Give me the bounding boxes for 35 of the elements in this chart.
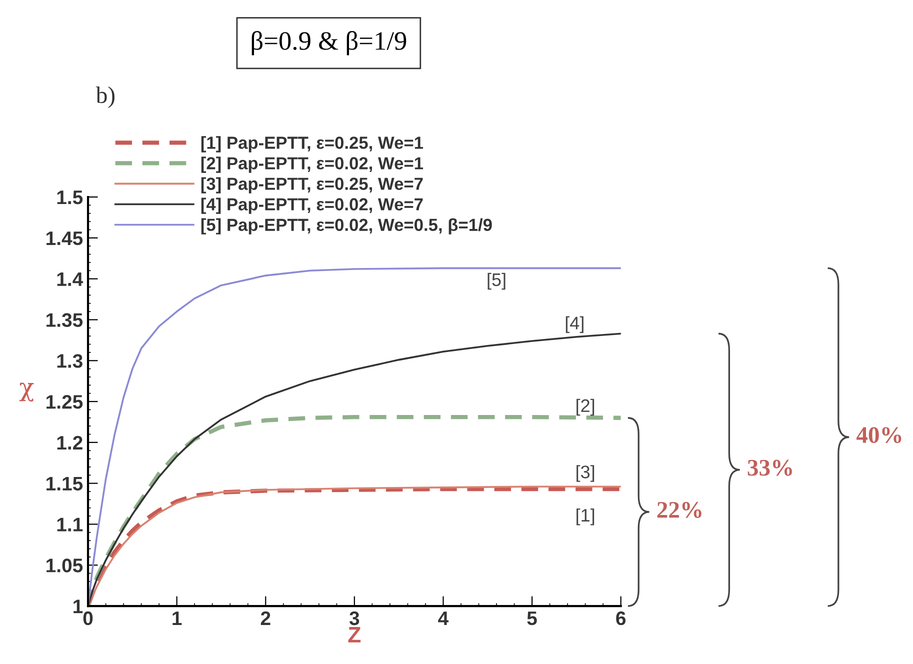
y-tick-label: 1.35 <box>46 313 83 327</box>
annotation: [1] <box>576 508 594 526</box>
text: 22% <box>657 502 702 518</box>
y-tick-label: 1.4 <box>57 272 84 286</box>
annotation: [2] <box>576 398 594 416</box>
text: b) <box>96 86 114 108</box>
x-axis-title: Z <box>348 627 361 642</box>
annotation: [3] <box>576 465 594 482</box>
x-tick-label: 6 <box>616 611 626 626</box>
chart-title: β=0.9 & β=1/9 <box>252 31 406 56</box>
y-tick-label: 1.2 <box>57 436 82 450</box>
y-tick-label: 1.5 <box>57 190 83 204</box>
legend-label: [1] Pap-EPTT, ε=0.25, We=1 <box>201 136 424 152</box>
annotation: [5] <box>488 272 506 290</box>
x-tick-label: 0 <box>83 611 93 626</box>
text: 33% <box>748 460 792 476</box>
legend-label: [5] Pap-EPTT, ε=0.02, We=0.5, β=1/9 <box>201 218 492 234</box>
x-tick-label: 3 <box>349 611 360 626</box>
annotation: [4] <box>566 316 584 334</box>
text: 40% <box>856 427 902 444</box>
y-tick-label: 1.3 <box>57 354 82 368</box>
y-tick-label: 1.45 <box>46 232 83 246</box>
y-tick-label: 1.1 <box>57 518 83 532</box>
x-tick-label: 5 <box>527 612 537 626</box>
x-tick-label: 4 <box>438 612 449 625</box>
x-tick-label: 2 <box>260 611 270 625</box>
x-tick-label: 1 <box>172 612 182 625</box>
y-tick-label: 1.25 <box>46 394 83 409</box>
legend-label: [3] Pap-EPTT, ε=0.25, We=7 <box>201 177 423 194</box>
y-axis-title: χ <box>19 382 34 402</box>
y-tick-label: 1.15 <box>46 476 83 491</box>
legend-label: [4] Pap-EPTT, ε=0.02, We=7 <box>201 198 423 214</box>
y-tick-label: 1.05 <box>46 558 83 572</box>
legend-label: [2] Pap-EPTT, ε=0.02, We=1 <box>201 156 424 173</box>
y-tick-label: 1 <box>74 600 83 614</box>
